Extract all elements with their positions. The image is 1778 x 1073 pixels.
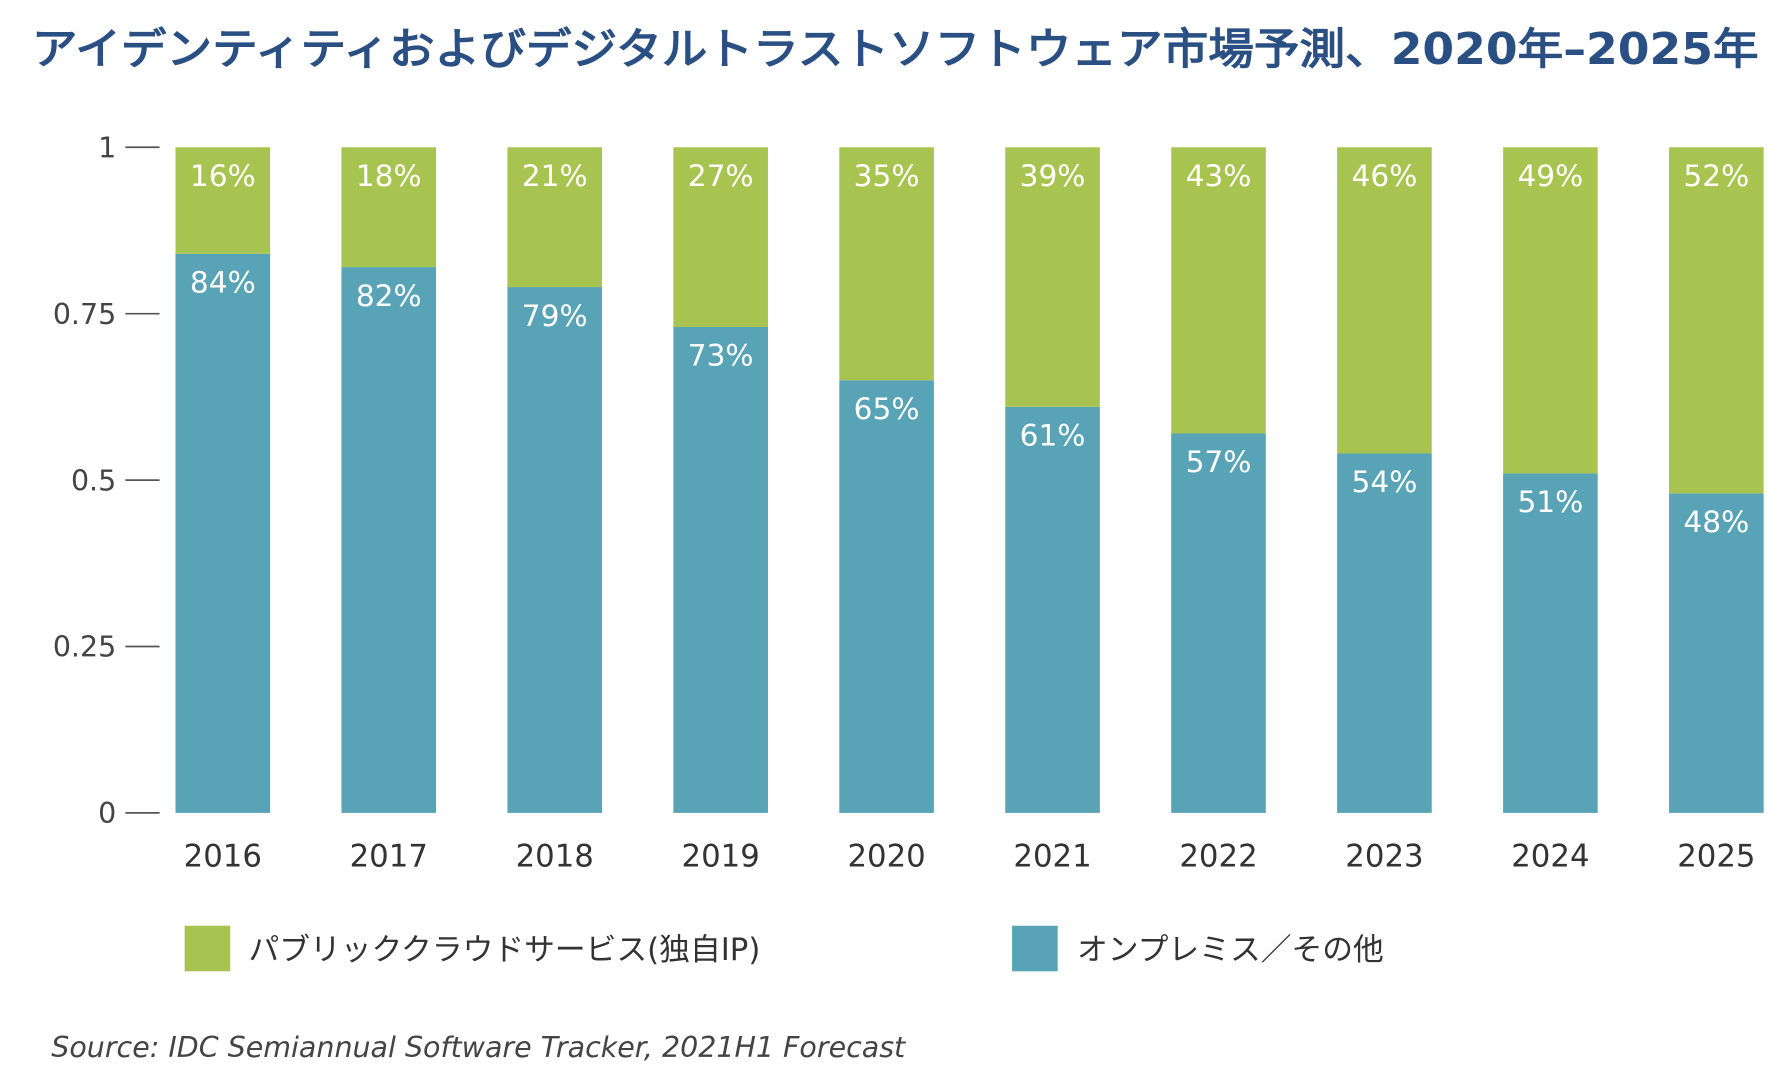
data-label-on-premise-2018: 79% (522, 298, 588, 333)
bar-public-cloud-2022 (1171, 147, 1266, 434)
data-label-public-cloud-2025: 52% (1683, 158, 1749, 193)
bar-public-cloud-2021 (1005, 147, 1100, 407)
data-label-public-cloud-2020: 35% (854, 158, 920, 193)
bar-public-cloud-2018 (507, 147, 603, 288)
bar-public-cloud-2017 (341, 147, 437, 268)
data-label-public-cloud-2023: 46% (1352, 158, 1418, 193)
legend-label-on-premise: オンプレミス／その他 (1077, 932, 1384, 968)
legend: パブリッククラウドサービス(独自IP) オンプレミス／その他 (184, 925, 1384, 972)
data-label-on-premise-2016: 84% (190, 265, 256, 300)
bar-public-cloud-2024 (1503, 147, 1598, 474)
data-label-on-premise-2017: 82% (356, 278, 422, 313)
x-tick-label: 2016 (184, 838, 262, 874)
bar-on-premise-2025 (1669, 493, 1764, 813)
bar-on-premise-2017 (341, 267, 437, 813)
bar-public-cloud-2016 (175, 147, 271, 254)
bar-on-premise-2022 (1171, 433, 1266, 813)
bar-public-cloud-2025 (1669, 147, 1764, 494)
x-tick-label: 2024 (1511, 838, 1589, 874)
data-label-on-premise-2024: 51% (1517, 484, 1583, 519)
y-axis: 0 0.25 0.5 0.75 1 (53, 132, 160, 830)
x-tick-label: 2022 (1179, 838, 1257, 874)
data-label-public-cloud-2021: 39% (1020, 158, 1086, 193)
x-tick-label: 2023 (1345, 838, 1423, 874)
bar-public-cloud-2019 (673, 147, 768, 327)
legend-swatch-on-premise (1012, 925, 1058, 972)
y-tick-label: 0.75 (53, 298, 116, 331)
bar-on-premise-2023 (1337, 453, 1432, 813)
data-label-public-cloud-2018: 21% (522, 158, 588, 193)
data-label-on-premise-2022: 57% (1186, 444, 1252, 479)
bar-on-premise-2024 (1503, 473, 1598, 813)
bars: 84% 16% 82% 18% 79% 21% 73% 27% 65% 35% 61% 39% 57% 4… (175, 147, 1764, 813)
legend-label-public-cloud: パブリッククラウドサービス(独自IP) (248, 932, 760, 968)
x-tick-label: 2018 (516, 838, 594, 874)
bar-on-premise-2021 (1005, 406, 1100, 813)
data-label-public-cloud-2016: 16% (190, 158, 256, 193)
source-note: Source: IDC Semiannual Software Tracker,… (51, 1031, 907, 1064)
legend-swatch-public-cloud (184, 925, 231, 972)
x-axis: 2016 2017 2018 2019 2020 2021 2022 2023 2024 2025 (184, 838, 1756, 874)
x-tick-label: 2017 (350, 838, 428, 874)
bar-on-premise-2018 (507, 287, 603, 813)
chart-title: アイデンティティおよびデジタルトラストソフトウェア市場予測、2020年–2025… (32, 25, 1759, 75)
x-tick-label: 2020 (847, 838, 925, 874)
data-label-on-premise-2021: 61% (1020, 418, 1086, 453)
data-label-on-premise-2023: 54% (1352, 464, 1418, 499)
y-tick-label: 1 (98, 132, 116, 165)
y-tick-label: 0 (98, 797, 116, 830)
x-tick-label: 2021 (1013, 838, 1091, 874)
data-label-on-premise-2020: 65% (854, 391, 920, 426)
data-label-public-cloud-2024: 49% (1517, 158, 1583, 193)
data-label-public-cloud-2017: 18% (356, 158, 422, 193)
bar-on-premise-2019 (673, 326, 768, 813)
y-tick-label: 0.25 (53, 631, 116, 664)
data-label-on-premise-2025: 48% (1683, 504, 1749, 539)
bar-on-premise-2016 (175, 253, 271, 813)
bar-public-cloud-2020 (839, 147, 934, 381)
data-label-on-premise-2019: 73% (688, 338, 754, 373)
y-tick-label: 0.5 (71, 464, 116, 497)
x-tick-label: 2025 (1677, 838, 1755, 874)
data-label-public-cloud-2022: 43% (1186, 158, 1252, 193)
bar-on-premise-2020 (839, 380, 934, 813)
x-tick-label: 2019 (682, 838, 760, 874)
data-label-public-cloud-2019: 27% (688, 158, 754, 193)
bar-public-cloud-2023 (1337, 147, 1432, 454)
